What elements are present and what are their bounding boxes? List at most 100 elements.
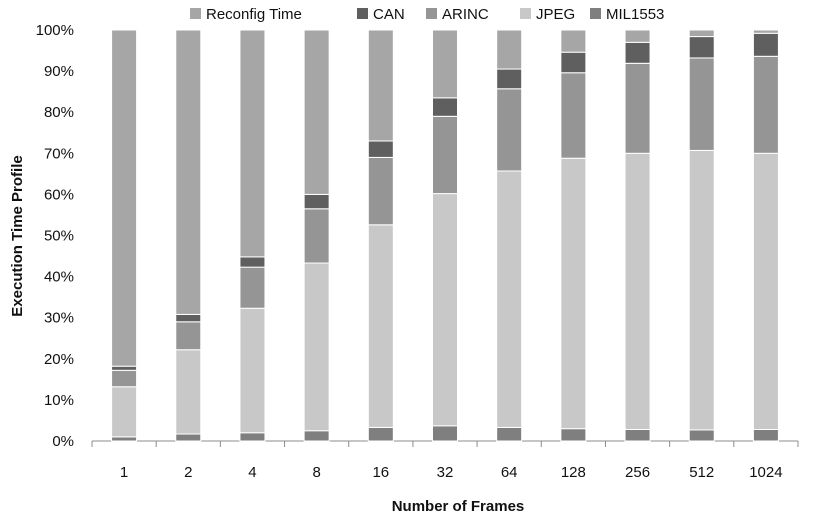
bar-segment (239, 29, 266, 258)
bar-segment (175, 321, 202, 351)
bar-segment (752, 152, 779, 430)
bar-segment (752, 29, 779, 34)
bar-segment (432, 115, 458, 195)
bar-stack (303, 29, 330, 442)
x-tick-label: 4 (248, 464, 256, 481)
bar-segment (624, 428, 651, 442)
bar-segment (303, 262, 330, 432)
y-tick-label: 50% (44, 228, 74, 245)
y-tick-label: 70% (44, 145, 74, 162)
bars (111, 29, 779, 442)
legend-item: MIL1553 (590, 6, 664, 23)
bar-segment (688, 36, 715, 59)
bar-segment (367, 224, 394, 428)
legend-swatch (190, 8, 201, 19)
x-tick-label: 256 (625, 464, 650, 481)
bar-segment (111, 386, 138, 438)
bar-segment (111, 365, 138, 371)
legend: Reconfig Time CAN ARINC JPEG MIL1553 (190, 6, 664, 23)
bar-segment (175, 29, 202, 315)
bar-segment (688, 429, 715, 442)
y-tick-label: 80% (44, 104, 74, 121)
bar-segment (239, 266, 266, 309)
bar-segment (432, 425, 458, 442)
bar-segment (111, 29, 138, 367)
bar-segment (496, 170, 523, 428)
bar-segment (239, 256, 266, 268)
bar-segment (303, 208, 330, 264)
bar-segment (752, 55, 779, 154)
bar-segment (175, 313, 202, 323)
y-tick-label: 10% (44, 392, 74, 409)
x-tick-label: 512 (689, 464, 714, 481)
bar-segment (367, 426, 394, 442)
legend-item: ARINC (426, 6, 489, 23)
bar-segment (303, 29, 330, 195)
y-tick-label: 60% (44, 186, 74, 203)
legend-label: MIL1553 (606, 6, 664, 23)
bar-segment (303, 430, 330, 442)
bar-segment (560, 29, 587, 53)
bar-segment (432, 97, 458, 117)
bar-stack (752, 29, 779, 442)
legend-item: CAN (357, 6, 405, 23)
legend-swatch (520, 8, 531, 19)
y-tick-label: 40% (44, 269, 74, 286)
legend-swatch (426, 8, 437, 19)
legend-label: ARINC (442, 6, 489, 23)
bar-stack (175, 29, 202, 442)
bar-segment (175, 349, 202, 435)
legend-label: JPEG (536, 6, 575, 23)
bar-segment (688, 149, 715, 431)
legend-label: CAN (373, 6, 405, 23)
x-tick-label: 1024 (749, 464, 782, 481)
bar-segment (624, 29, 651, 43)
bar-segment (560, 72, 587, 159)
legend-swatch (590, 8, 601, 19)
bar-segment (496, 29, 523, 70)
x-tick-label: 16 (372, 464, 389, 481)
bar-stack (239, 29, 266, 442)
axes: 0% 10% 20% 30% 40% 50% 60% 70% 80% 90% 100% 1 2 4 8 16 3… (36, 22, 799, 481)
x-axis-title: Number of Frames (392, 498, 525, 515)
bar-segment (111, 369, 138, 388)
y-tick-label: 100% (36, 22, 74, 39)
x-tick-label: 8 (312, 464, 320, 481)
bar-stack (432, 29, 458, 442)
y-tick-label: 20% (44, 351, 74, 368)
bar-segment (367, 140, 394, 158)
bar-segment (688, 57, 715, 151)
bar-segment (239, 432, 266, 442)
bar-segment (432, 193, 458, 427)
x-tick-label: 32 (437, 464, 454, 481)
bar-segment (367, 29, 394, 142)
bar-segment (496, 88, 523, 172)
y-tick-label: 0% (52, 433, 74, 450)
x-tick-label: 64 (501, 464, 518, 481)
bar-stack (560, 29, 587, 442)
bar-segment (239, 307, 266, 434)
legend-item: Reconfig Time (190, 6, 302, 23)
bar-segment (111, 436, 138, 442)
legend-swatch (357, 8, 368, 19)
bar-segment (752, 428, 779, 442)
legend-label: Reconfig Time (206, 6, 302, 23)
x-tick-label: 1 (120, 464, 128, 481)
bar-segment (496, 426, 523, 442)
bar-segment (688, 29, 715, 38)
bar-stack (624, 29, 651, 442)
bar-segment (560, 157, 587, 430)
y-axis-title: Execution Time Profile (9, 155, 26, 316)
bar-stack (496, 29, 523, 442)
bar-segment (624, 41, 651, 64)
bar-stack (688, 29, 715, 442)
bar-segment (752, 32, 779, 57)
bar-segment (175, 433, 202, 442)
bar-segment (624, 62, 651, 154)
x-tick-label: 2 (184, 464, 192, 481)
bar-segment (496, 68, 523, 90)
bar-segment (560, 428, 587, 442)
bar-segment (560, 51, 587, 74)
